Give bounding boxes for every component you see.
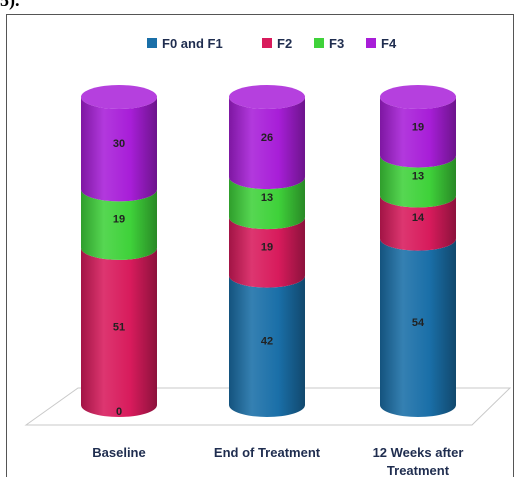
bar-segment-f0-and-f1-2 (380, 238, 456, 417)
bar-segment-f4-0 (81, 97, 157, 202)
legend-label: F3 (329, 36, 344, 51)
data-label: 54 (412, 317, 425, 329)
bar-top-cap (380, 85, 456, 109)
bar-segment-f2-2 (380, 195, 456, 251)
data-label: 51 (113, 321, 125, 333)
chart-frame (6, 14, 514, 477)
bar-segment-f2-0 (81, 247, 157, 417)
legend-label: F0 and F1 (162, 36, 223, 51)
bar-segment-f3-0 (81, 189, 157, 260)
legend-swatch (147, 38, 157, 48)
data-label: 30 (113, 138, 125, 150)
legend-swatch (262, 38, 272, 48)
bar-segment-f4-1 (229, 97, 305, 190)
category-label: Baseline (92, 445, 145, 460)
data-label: 42 (261, 335, 273, 347)
bar-top-cap (229, 85, 305, 109)
data-label: 19 (412, 121, 424, 133)
legend-label: F2 (277, 36, 292, 51)
data-label: 13 (261, 192, 273, 204)
header-fragment: 5). (0, 0, 20, 10)
category-label: 12 Weeks after (373, 445, 464, 460)
bar-segment-f3-1 (229, 177, 305, 230)
data-label: 13 (412, 171, 424, 183)
legend-swatch (366, 38, 376, 48)
bar-segment-f0-and-f1-1 (229, 275, 305, 417)
legend-swatch (314, 38, 324, 48)
data-label: 26 (261, 132, 273, 144)
category-label: Treatment (387, 463, 450, 478)
data-label: 14 (412, 212, 425, 224)
bar-segment-f2-1 (229, 217, 305, 288)
bar-segment-f3-2 (380, 155, 456, 208)
bar-segment-f4-2 (380, 97, 456, 168)
data-label: 19 (261, 241, 273, 253)
data-label: 19 (113, 214, 125, 226)
category-label: End of Treatment (214, 445, 321, 460)
legend-label: F4 (381, 36, 397, 51)
data-label: 0 (116, 406, 122, 418)
bar-top-cap (81, 85, 157, 109)
